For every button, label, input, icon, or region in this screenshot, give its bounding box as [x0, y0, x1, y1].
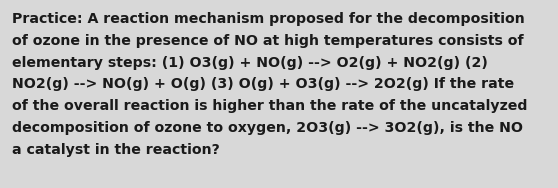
Text: of the overall reaction is higher than the rate of the uncatalyzed: of the overall reaction is higher than t…	[12, 99, 527, 113]
Text: elementary steps: (1) O3(g) + NO(g) --> O2(g) + NO2(g) (2): elementary steps: (1) O3(g) + NO(g) --> …	[12, 56, 488, 70]
Text: decomposition of ozone to oxygen, 2O3(g) --> 3O2(g), is the NO: decomposition of ozone to oxygen, 2O3(g)…	[12, 121, 523, 135]
Text: a catalyst in the reaction?: a catalyst in the reaction?	[12, 143, 220, 157]
Text: of ozone in the presence of NO at high temperatures consists of: of ozone in the presence of NO at high t…	[12, 34, 523, 48]
Text: Practice: A reaction mechanism proposed for the decomposition: Practice: A reaction mechanism proposed …	[12, 12, 525, 26]
Text: NO2(g) --> NO(g) + O(g) (3) O(g) + O3(g) --> 2O2(g) If the rate: NO2(g) --> NO(g) + O(g) (3) O(g) + O3(g)…	[12, 77, 514, 91]
